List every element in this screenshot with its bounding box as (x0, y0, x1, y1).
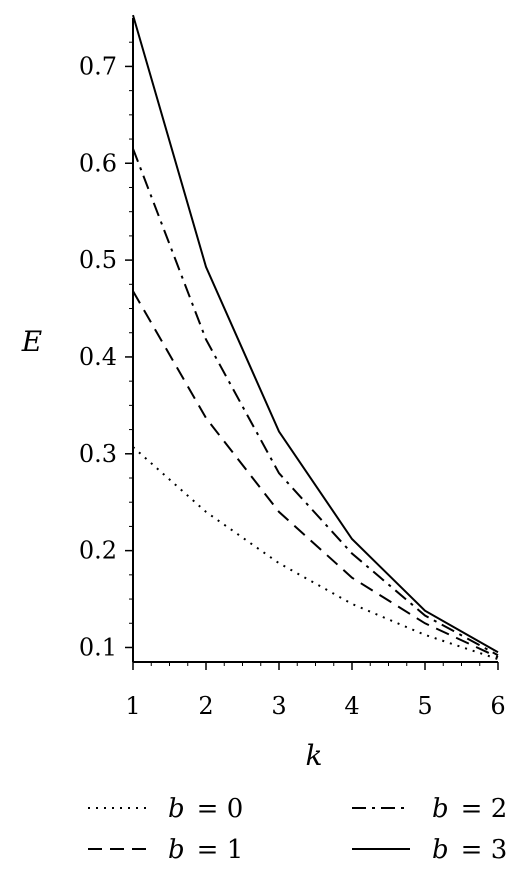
ticks: 0.1 0.2 0.3 0.4 0.5 0.6 0.7 1 2 3 4 5 6 (79, 41, 506, 720)
y-tick-label: 0.6 (79, 149, 117, 177)
series-line-dashdot (132, 148, 499, 657)
series-line-solid (132, 14, 499, 654)
series-line-dotted (132, 446, 499, 661)
axes (132, 18, 498, 663)
x-axis-title: k (306, 739, 323, 772)
y-tick-label: 0.7 (79, 52, 117, 80)
y-tick-label: 0.1 (79, 633, 117, 661)
legend-variable: b (432, 794, 449, 824)
series-lines (132, 14, 499, 661)
y-axis-title: E (21, 325, 42, 358)
legend-label: b = 0 (168, 794, 243, 824)
legend-equals: = (461, 835, 491, 865)
x-tick-label: 2 (198, 692, 213, 720)
legend-equals: = (461, 794, 491, 824)
legend-label: b = 3 (432, 835, 507, 865)
legend-equals: = (197, 835, 227, 865)
legend-label: b = 2 (432, 794, 507, 824)
legend-value: 0 (227, 794, 244, 824)
x-tick-label: 6 (490, 692, 505, 720)
y-tick-label: 0.2 (79, 537, 117, 565)
legend: b = 0 b = 1 b = 2 b = 3 (88, 794, 507, 865)
series-line-dashed (132, 290, 499, 659)
y-tick-label: 0.4 (79, 343, 117, 371)
x-tick-label: 1 (125, 692, 140, 720)
x-tick-label: 3 (271, 692, 286, 720)
legend-value: 1 (227, 835, 244, 865)
legend-value: 2 (491, 794, 508, 824)
x-tick-label: 5 (417, 692, 432, 720)
legend-variable: b (168, 794, 185, 824)
legend-variable: b (168, 835, 185, 865)
legend-variable: b (432, 835, 449, 865)
x-tick-label: 4 (344, 692, 359, 720)
legend-equals: = (197, 794, 227, 824)
legend-value: 3 (491, 835, 508, 865)
y-tick-label: 0.3 (79, 440, 117, 468)
y-tick-label: 0.5 (79, 246, 117, 274)
legend-label: b = 1 (168, 835, 243, 865)
